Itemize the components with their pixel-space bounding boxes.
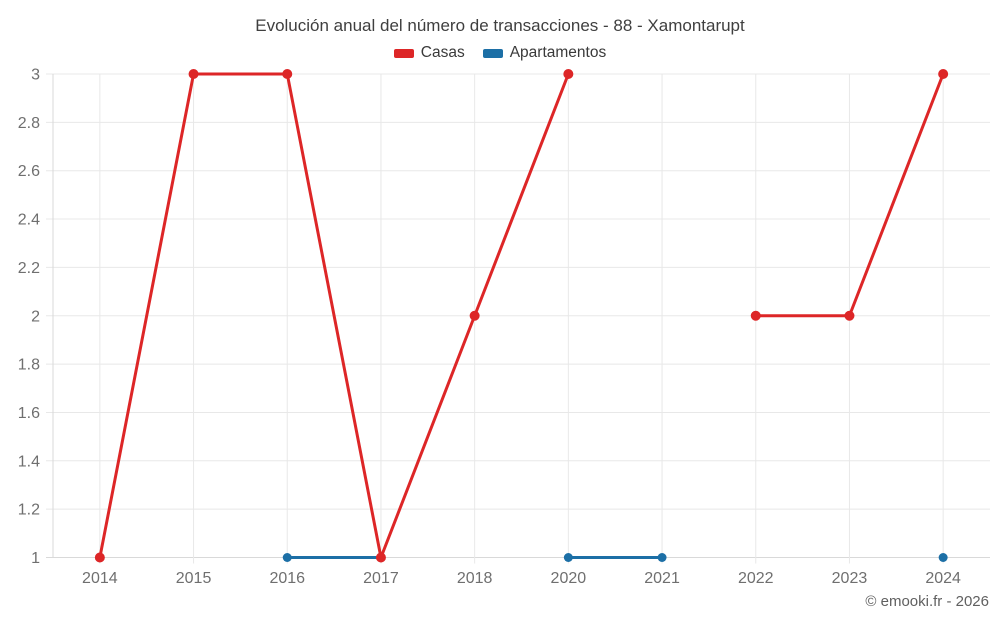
y-gridlines (46, 73, 990, 558)
footer-credit: © emooki.fr - 2026 (865, 593, 989, 610)
x-gridlines (99, 74, 944, 564)
y-tick-label: 2 (31, 308, 40, 325)
y-tick-label: 1.6 (18, 405, 40, 422)
legend-label-apartamentos: Apartamentos (509, 44, 607, 61)
y-tick-label: 2.4 (18, 212, 40, 229)
data-point-casas-2017[interactable] (375, 552, 386, 563)
data-point-apartamentos-2024[interactable] (938, 553, 948, 562)
data-point-apartamentos-2021[interactable] (657, 553, 667, 562)
x-tick-label: 2016 (269, 570, 305, 587)
x-tick-label: 2020 (551, 570, 587, 587)
series-casas-line (98, 72, 570, 559)
data-point-casas-2022[interactable] (750, 310, 761, 321)
x-tick-label: 2017 (363, 570, 399, 587)
chart-title: Evolución anual del número de transaccio… (255, 16, 745, 35)
data-point-casas-2015[interactable] (188, 69, 199, 79)
legend-item-apartamentos[interactable]: Apartamentos (482, 44, 607, 62)
x-tick-label: 2015 (176, 570, 212, 587)
y-tick-label: 2.8 (18, 115, 40, 132)
x-tick-label: 2022 (738, 570, 774, 587)
data-point-casas-2023[interactable] (844, 310, 855, 321)
y-tick-label: 2.2 (18, 260, 40, 277)
x-tick-label: 2024 (925, 570, 961, 587)
legend-item-casas[interactable]: Casas (393, 44, 465, 62)
y-axis-labels: 1 1.2 1.4 1.6 1.8 2 2.2 2.4 2.6 2.8 3 (18, 67, 40, 568)
x-axis-labels: 2014 2015 2016 2017 2018 2020 2021 2022 2023 2024 (82, 570, 961, 587)
y-tick-label: 2.6 (18, 163, 40, 180)
data-point-apartamentos-2020[interactable] (563, 553, 573, 562)
data-point-casas-2014[interactable] (94, 552, 105, 563)
legend: Casas Apartamentos (0, 44, 1000, 62)
y-tick-label: 1 (31, 550, 40, 567)
data-point-casas-2018[interactable] (469, 310, 480, 321)
data-point-casas-2024[interactable] (938, 69, 949, 79)
x-tick-label: 2014 (82, 570, 118, 587)
x-tick-label: 2021 (644, 570, 680, 587)
data-point-casas-2016[interactable] (282, 69, 293, 79)
legend-label-casas: Casas (420, 44, 465, 61)
y-tick-label: 1.8 (18, 357, 40, 374)
x-tick-label: 2023 (832, 570, 868, 587)
legend-swatch-casas (393, 48, 414, 58)
y-tick-label: 3 (31, 67, 40, 84)
x-tick-label: 2018 (457, 570, 493, 587)
legend-swatch-apartamentos (482, 48, 503, 58)
series-casas (94, 69, 949, 563)
y-tick-label: 1.2 (18, 502, 40, 519)
data-point-apartamentos-2016[interactable] (282, 553, 292, 562)
y-tick-label: 1.4 (18, 453, 40, 470)
data-point-casas-2020[interactable] (563, 69, 574, 79)
